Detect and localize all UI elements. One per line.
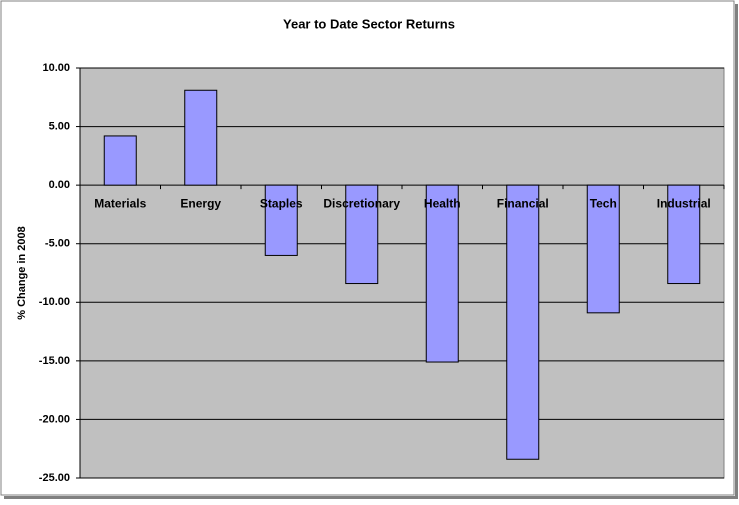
chart-title: Year to Date Sector Returns xyxy=(283,16,455,31)
y-tick-label: -20.00 xyxy=(39,413,70,425)
bar xyxy=(103,135,137,186)
x-tick-label: Staples xyxy=(260,196,303,210)
y-tick-label: -10.00 xyxy=(39,296,70,308)
x-tick-label: Materials xyxy=(94,196,146,210)
bar xyxy=(184,89,218,186)
bar xyxy=(506,184,540,460)
shadow xyxy=(4,496,737,499)
y-tick-label: -5.00 xyxy=(45,238,70,250)
x-tick-label: Energy xyxy=(180,196,221,210)
y-tick-label: 5.00 xyxy=(49,120,70,132)
bar xyxy=(667,184,701,285)
x-tick-label: Health xyxy=(424,196,461,210)
plot-area xyxy=(79,67,725,479)
x-tick-label: Tech xyxy=(590,196,617,210)
shadow xyxy=(735,4,738,499)
y-tick-label: -15.00 xyxy=(39,355,70,367)
y-tick-label: 0.00 xyxy=(49,179,70,191)
y-axis-label: % Change in 2008 xyxy=(16,226,28,320)
y-tick-label: 10.00 xyxy=(42,62,70,74)
bar xyxy=(345,184,379,285)
bar xyxy=(586,184,620,314)
x-tick-label: Discretionary xyxy=(323,196,400,210)
bar xyxy=(425,184,459,363)
x-tick-label: Industrial xyxy=(657,196,711,210)
y-tick-label: -25.00 xyxy=(39,472,70,484)
x-tick-label: Financial xyxy=(497,196,549,210)
bar xyxy=(264,184,298,256)
